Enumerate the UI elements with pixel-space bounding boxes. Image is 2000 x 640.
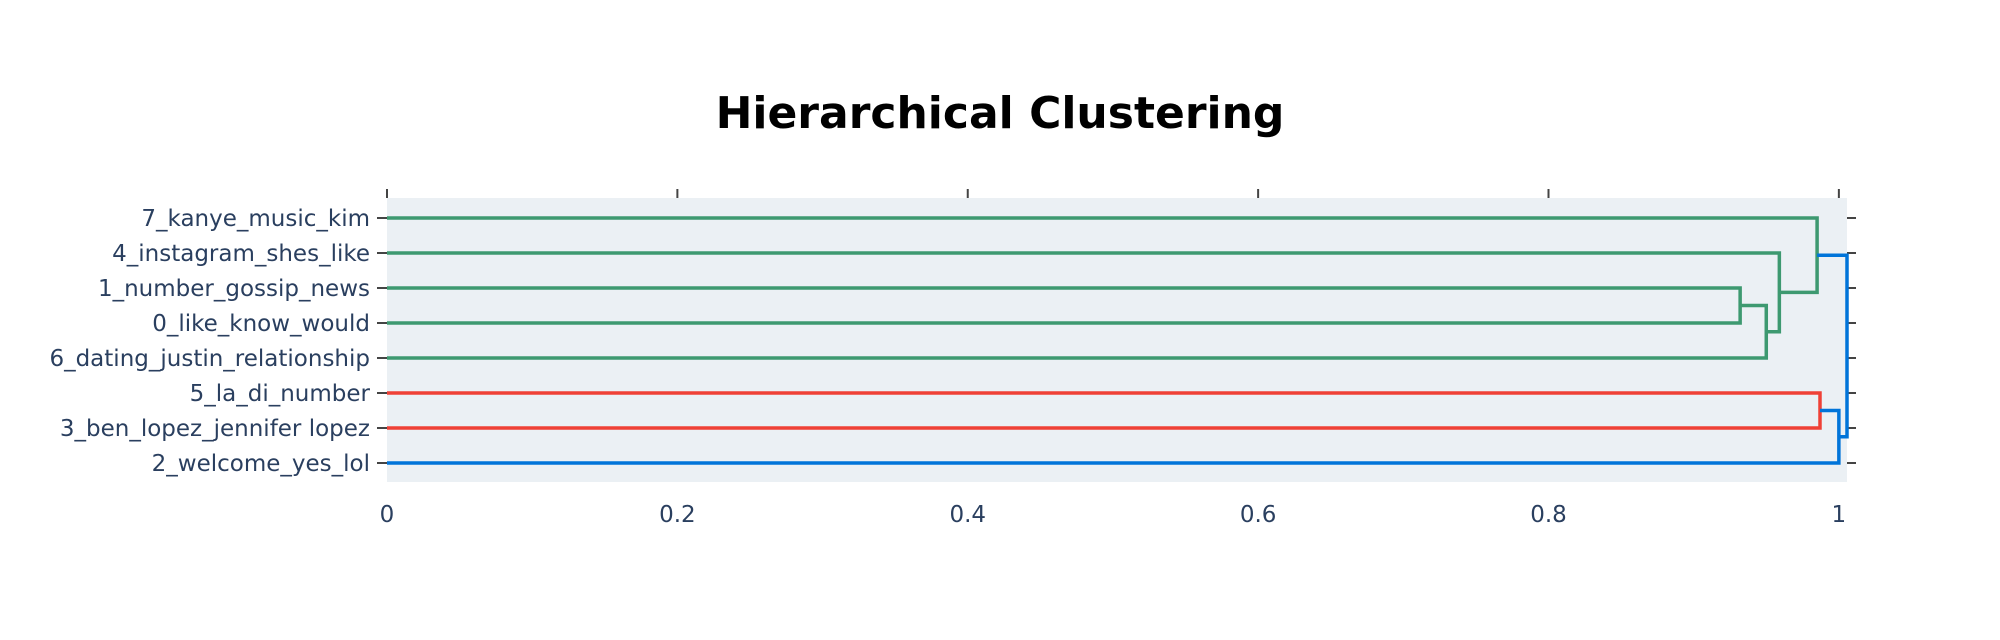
leaf-label: 0_like_know_would [152, 311, 370, 337]
leaf-label: 7_kanye_music_kim [141, 206, 370, 232]
x-tick-label: 0.8 [1530, 502, 1567, 528]
x-tick-label: 1 [1832, 502, 1847, 528]
x-tick-label: 0.6 [1240, 502, 1277, 528]
dendrogram-links [387, 216, 1849, 465]
leaf-label: 4_instagram_shes_like [112, 241, 370, 267]
dendrogram-link-n7 [1817, 253, 1849, 439]
x-tick-label: 0.2 [659, 502, 696, 528]
leaf-label: 6_dating_justin_relationship [49, 346, 370, 372]
leaf-label: 1_number_gossip_news [98, 276, 370, 302]
dendrogram-link-n3 [387, 251, 1782, 334]
x-tick-label: 0 [380, 502, 395, 528]
x-tick-label: 0.4 [949, 502, 986, 528]
leaf-labels: 7_kanye_music_kim 4_instagram_shes_like 1_… [49, 206, 370, 477]
plot-area [387, 198, 1847, 482]
chart-title: Hierarchical Clustering [716, 88, 1285, 139]
dendrogram-link-n1 [387, 286, 1742, 325]
leaf-label: 5_la_di_number [190, 381, 371, 407]
x-tick-labels: 0 0.2 0.4 0.6 0.8 1 [380, 502, 1847, 528]
leaf-label: 3_ben_lopez_jennifer lopez [60, 416, 370, 442]
leaf-label: 2_welcome_yes_lol [152, 451, 370, 477]
dendrogram-link-n4 [387, 216, 1819, 295]
